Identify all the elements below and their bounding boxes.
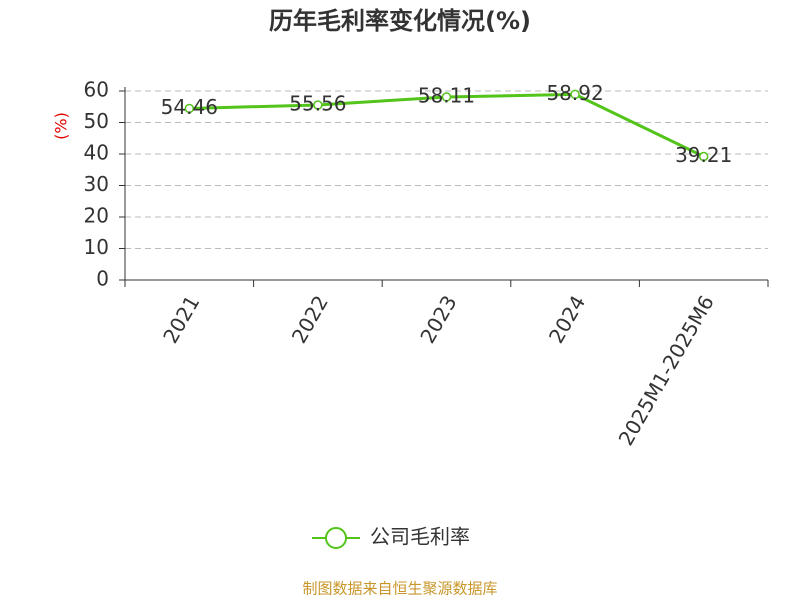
data-label: 58.92: [546, 81, 603, 105]
y-tick-label: 20: [84, 204, 109, 228]
y-tick-label: 30: [84, 172, 109, 196]
data-label: 55.56: [289, 91, 346, 115]
point: [698, 151, 709, 162]
data-label: 58.11: [418, 83, 475, 107]
legend-label: 公司毛利率: [370, 525, 470, 549]
point: [441, 92, 452, 102]
y-axis-label: (%): [52, 112, 71, 140]
y-tick-label: 0: [96, 267, 109, 291]
point: [570, 89, 580, 100]
x-tick-label: 2022: [287, 291, 333, 347]
x-tick-label: 2021: [158, 291, 204, 347]
data-label: 39.21: [675, 143, 732, 167]
source-note: 制图数据来自恒生聚源数据库: [302, 580, 497, 598]
y-tick-label: 40: [84, 141, 109, 165]
point: [184, 103, 195, 114]
legend-marker: [325, 527, 347, 549]
x-tick-label: 2024: [544, 291, 590, 347]
x-tick-label: 2025M1-2025M6: [614, 291, 719, 449]
point: [313, 100, 323, 110]
y-tick-label: 60: [84, 78, 109, 102]
y-tick-label: 50: [84, 109, 109, 133]
y-tick-label: 10: [84, 235, 109, 259]
data-label: 54.46: [161, 95, 218, 119]
x-tick-label: 2023: [415, 291, 461, 347]
chart-title: 历年毛利率变化情况(%): [269, 7, 531, 35]
